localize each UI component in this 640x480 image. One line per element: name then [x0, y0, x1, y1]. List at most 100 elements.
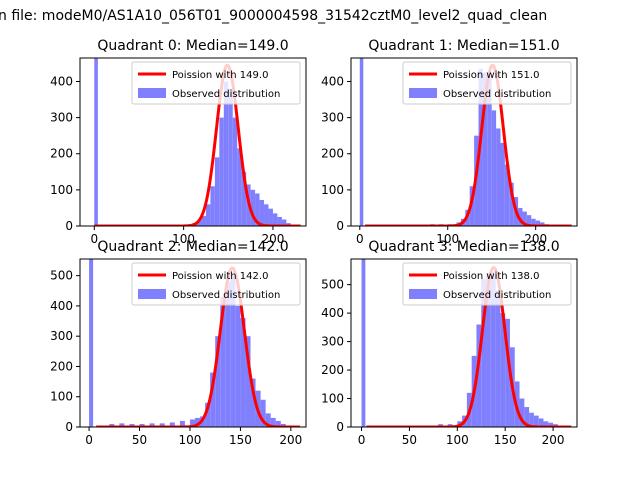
hist-bar: [482, 72, 488, 226]
hist-bar: [487, 77, 492, 226]
hist-bar: [500, 313, 506, 427]
hist-bar: [210, 372, 216, 427]
legend-fit-label: Poission with 138.0: [443, 271, 539, 282]
hist-bar: [531, 218, 536, 226]
hist-bar: [548, 422, 554, 427]
x-tick-label: 100: [446, 433, 469, 447]
hist-bar: [159, 423, 165, 427]
legend-box: [402, 262, 572, 306]
hist-bar: [538, 418, 544, 427]
hist-bar: [232, 117, 238, 226]
hist-bar: [139, 423, 145, 427]
hist-bar: [250, 189, 256, 226]
y-tick-label: 200: [321, 363, 344, 377]
hist-bar: [526, 215, 532, 226]
hist-bar: [518, 207, 523, 226]
hist-bar: [529, 412, 534, 427]
hist-bar: [533, 415, 539, 427]
hist-bar: [241, 171, 247, 226]
panel-title: Quadrant 0: Median=149.0: [97, 38, 288, 54]
y-tick-label: 500: [50, 269, 73, 283]
x-tick-label: 100: [436, 232, 459, 246]
legend: Poission with 142.0 Observed distribution: [131, 262, 301, 306]
legend-hist-swatch: [409, 88, 437, 98]
y-tick-label: 100: [50, 183, 73, 197]
legend-observed-label: Observed distribution: [443, 89, 551, 100]
hist-bar: [255, 193, 260, 226]
legend: Poission with 138.0 Observed distribution: [402, 262, 572, 306]
hist-bar: [245, 336, 251, 427]
y-tick-label: 0: [336, 219, 344, 233]
hist-bar: [543, 421, 549, 427]
x-tick-label: 150: [229, 433, 252, 447]
hist-bar: [275, 420, 281, 427]
hist-bar: [250, 378, 256, 427]
x-tick-label: 0: [358, 433, 366, 447]
hist-bar: [129, 423, 135, 427]
hist-bar: [169, 422, 175, 427]
legend-fit-label: Poission with 142.0: [172, 271, 268, 282]
hist-bar: [235, 305, 241, 427]
hist-bar: [496, 128, 501, 226]
legend-hist-swatch: [138, 289, 166, 299]
hist-bar: [491, 110, 497, 226]
hist-bar: [359, 58, 364, 226]
hist-bar: [272, 213, 278, 226]
hist-bar: [220, 296, 226, 427]
x-tick-label: 200: [542, 433, 565, 447]
hist-bar: [259, 199, 265, 226]
hist-bar: [486, 273, 491, 427]
figure-suptitle: n file: modeM0/AS1A10_056T01_9000004598_…: [0, 8, 547, 24]
plot-area: [361, 259, 572, 427]
axes-frame: [79, 258, 307, 428]
hist-bar: [481, 278, 487, 427]
hist-bar: [260, 399, 266, 427]
legend-fit-label: Poission with 151.0: [443, 70, 539, 81]
hist-bar: [119, 423, 125, 427]
y-tick-label: 300: [321, 335, 344, 349]
y-tick-label: 300: [50, 329, 73, 343]
hist-bar: [240, 318, 246, 427]
legend-hist-swatch: [409, 289, 437, 299]
axes-frame: [350, 57, 578, 227]
y-tick-label: 400: [321, 74, 344, 88]
y-tick-label: 300: [321, 111, 344, 125]
x-tick-label: 0: [90, 232, 98, 246]
y-tick-label: 400: [321, 306, 344, 320]
hist-bar: [205, 402, 211, 427]
plot-area: [89, 259, 300, 427]
x-tick-label: 50: [132, 433, 147, 447]
panel-1: 0 100 200 0 100 200 300 400 Quadrant 1: Median=1…: [321, 38, 578, 246]
hist-bar: [223, 81, 229, 226]
panels: 0 100 200 0 100 200 300 400 Quadrant 0: Median=1…: [50, 38, 578, 447]
y-tick-label: 200: [321, 147, 344, 161]
hist-bar: [361, 259, 366, 427]
y-tick-label: 0: [336, 420, 344, 434]
y-tick-label: 400: [50, 74, 73, 88]
x-tick-label: 150: [494, 433, 517, 447]
plot-area: [359, 58, 572, 226]
x-tick-label: 50: [402, 433, 417, 447]
hist-bar: [264, 204, 269, 226]
hist-bar: [270, 417, 276, 427]
hist-bar: [495, 290, 501, 427]
hist-bar: [268, 208, 273, 226]
hist-bar: [540, 222, 545, 226]
panel-title: Quadrant 2: Median=142.0: [97, 239, 288, 255]
hist-bar: [228, 88, 233, 226]
hist-bar: [94, 58, 98, 226]
x-tick-label: 0: [356, 232, 364, 246]
hist-bar: [214, 157, 220, 226]
y-tick-label: 100: [321, 392, 344, 406]
x-tick-label: 200: [261, 232, 284, 246]
hist-bar: [215, 336, 221, 427]
hist-bar: [524, 407, 530, 427]
y-tick-label: 100: [321, 183, 344, 197]
hist-bar: [519, 398, 525, 427]
hist-bar: [230, 275, 236, 427]
x-tick-label: 200: [279, 433, 302, 447]
y-tick-label: 100: [50, 390, 73, 404]
axes-frame: [79, 57, 307, 227]
legend-observed-label: Observed distribution: [443, 290, 551, 301]
